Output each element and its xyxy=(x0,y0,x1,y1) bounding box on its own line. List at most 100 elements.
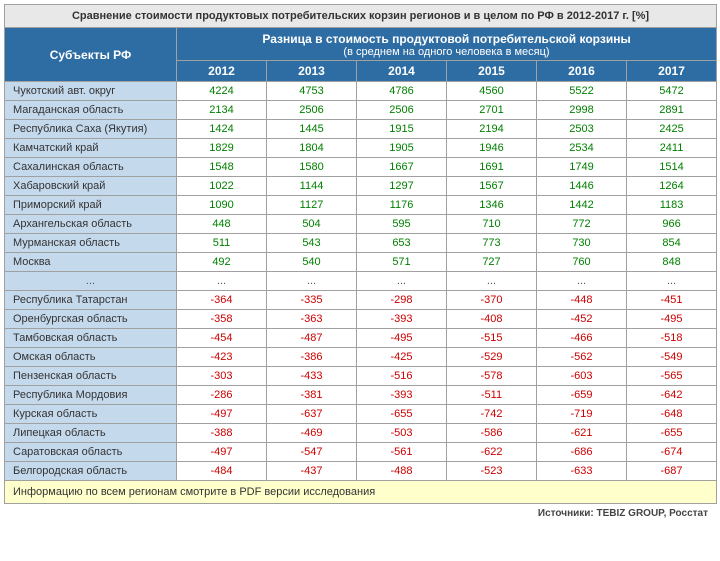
value-cell: -687 xyxy=(627,462,717,481)
value-cell: 511 xyxy=(177,234,267,253)
value-cell: 448 xyxy=(177,215,267,234)
value-cell: 727 xyxy=(447,253,537,272)
value-cell: 2194 xyxy=(447,120,537,139)
value-cell: -621 xyxy=(537,424,627,443)
table-row: Мурманская область511543653773730854 xyxy=(5,234,717,253)
region-cell: Архангельская область xyxy=(5,215,177,234)
value-cell: -381 xyxy=(267,386,357,405)
value-cell: 543 xyxy=(267,234,357,253)
region-cell: Москва xyxy=(5,253,177,272)
value-cell: -425 xyxy=(357,348,447,367)
table-row: Республика Татарстан-364-335-298-370-448… xyxy=(5,291,717,310)
region-cell: Хабаровский край xyxy=(5,177,177,196)
value-cell: -516 xyxy=(357,367,447,386)
value-cell: 1915 xyxy=(357,120,447,139)
region-cell: Мурманская область xyxy=(5,234,177,253)
region-cell: Липецкая область xyxy=(5,424,177,443)
ellipsis-cell: ... xyxy=(357,272,447,291)
value-cell: 1829 xyxy=(177,139,267,158)
diff-sub: (в среднем на одного человека в месяц) xyxy=(181,46,712,58)
region-cell: Магаданская область xyxy=(5,101,177,120)
table-row: Оренбургская область-358-363-393-408-452… xyxy=(5,310,717,329)
value-cell: 1580 xyxy=(267,158,357,177)
value-cell: 966 xyxy=(627,215,717,234)
value-cell: -370 xyxy=(447,291,537,310)
value-cell: 1446 xyxy=(537,177,627,196)
value-cell: 2506 xyxy=(267,101,357,120)
table-body: Чукотский авт. округ42244753478645605522… xyxy=(5,82,717,504)
value-cell: -484 xyxy=(177,462,267,481)
value-cell: 772 xyxy=(537,215,627,234)
value-cell: 2998 xyxy=(537,101,627,120)
value-cell: -642 xyxy=(627,386,717,405)
value-cell: 571 xyxy=(357,253,447,272)
table-row: Камчатский край182918041905194625342411 xyxy=(5,139,717,158)
region-cell: Республика Мордовия xyxy=(5,386,177,405)
value-cell: -586 xyxy=(447,424,537,443)
col-subjects: Субъекты РФ xyxy=(5,28,177,82)
value-cell: -674 xyxy=(627,443,717,462)
value-cell: -393 xyxy=(357,386,447,405)
value-cell: -511 xyxy=(447,386,537,405)
table-row: Саратовская область-497-547-561-622-686-… xyxy=(5,443,717,462)
value-cell: -408 xyxy=(447,310,537,329)
value-cell: 1514 xyxy=(627,158,717,177)
value-cell: 1424 xyxy=(177,120,267,139)
value-cell: -637 xyxy=(267,405,357,424)
value-cell: 1090 xyxy=(177,196,267,215)
table-row: Архангельская область448504595710772966 xyxy=(5,215,717,234)
value-cell: 773 xyxy=(447,234,537,253)
value-cell: -523 xyxy=(447,462,537,481)
table-row: Республика Мордовия-286-381-393-511-659-… xyxy=(5,386,717,405)
value-cell: 1548 xyxy=(177,158,267,177)
table-row: Приморский край109011271176134614421183 xyxy=(5,196,717,215)
region-cell: Сахалинская область xyxy=(5,158,177,177)
value-cell: -529 xyxy=(447,348,537,367)
value-cell: -469 xyxy=(267,424,357,443)
value-cell: 5472 xyxy=(627,82,717,101)
footer-note-cell: Информацию по всем регионам смотрите в P… xyxy=(5,481,717,504)
value-cell: 5522 xyxy=(537,82,627,101)
value-cell: -358 xyxy=(177,310,267,329)
value-cell: -633 xyxy=(537,462,627,481)
value-cell: 4560 xyxy=(447,82,537,101)
value-cell: -742 xyxy=(447,405,537,424)
value-cell: -659 xyxy=(537,386,627,405)
ellipsis-cell: ... xyxy=(537,272,627,291)
value-cell: -286 xyxy=(177,386,267,405)
ellipsis-cell: ... xyxy=(267,272,357,291)
col-year: 2013 xyxy=(267,61,357,82)
value-cell: -487 xyxy=(267,329,357,348)
value-cell: -488 xyxy=(357,462,447,481)
value-cell: 2503 xyxy=(537,120,627,139)
region-cell: Белгородская область xyxy=(5,462,177,481)
table-row: Магаданская область213425062506270129982… xyxy=(5,101,717,120)
region-cell: Приморский край xyxy=(5,196,177,215)
ellipsis-cell: ... xyxy=(447,272,537,291)
region-cell: Тамбовская область xyxy=(5,329,177,348)
value-cell: 760 xyxy=(537,253,627,272)
value-cell: -335 xyxy=(267,291,357,310)
table-row: Тамбовская область-454-487-495-515-466-5… xyxy=(5,329,717,348)
ellipsis-cell: ... xyxy=(627,272,717,291)
value-cell: 1946 xyxy=(447,139,537,158)
ellipsis-cell: ... xyxy=(177,272,267,291)
value-cell: -495 xyxy=(357,329,447,348)
value-cell: -386 xyxy=(267,348,357,367)
value-cell: 4753 xyxy=(267,82,357,101)
region-cell: Пензенская область xyxy=(5,367,177,386)
value-cell: -364 xyxy=(177,291,267,310)
region-cell: Омская область xyxy=(5,348,177,367)
region-cell: Республика Саха (Якутия) xyxy=(5,120,177,139)
region-cell: Саратовская область xyxy=(5,443,177,462)
value-cell: -495 xyxy=(627,310,717,329)
value-cell: 1804 xyxy=(267,139,357,158)
col-year: 2015 xyxy=(447,61,537,82)
value-cell: -515 xyxy=(447,329,537,348)
value-cell: 2506 xyxy=(357,101,447,120)
value-cell: 2134 xyxy=(177,101,267,120)
value-cell: 1183 xyxy=(627,196,717,215)
value-cell: -518 xyxy=(627,329,717,348)
table-row: Омская область-423-386-425-529-562-549 xyxy=(5,348,717,367)
value-cell: 492 xyxy=(177,253,267,272)
